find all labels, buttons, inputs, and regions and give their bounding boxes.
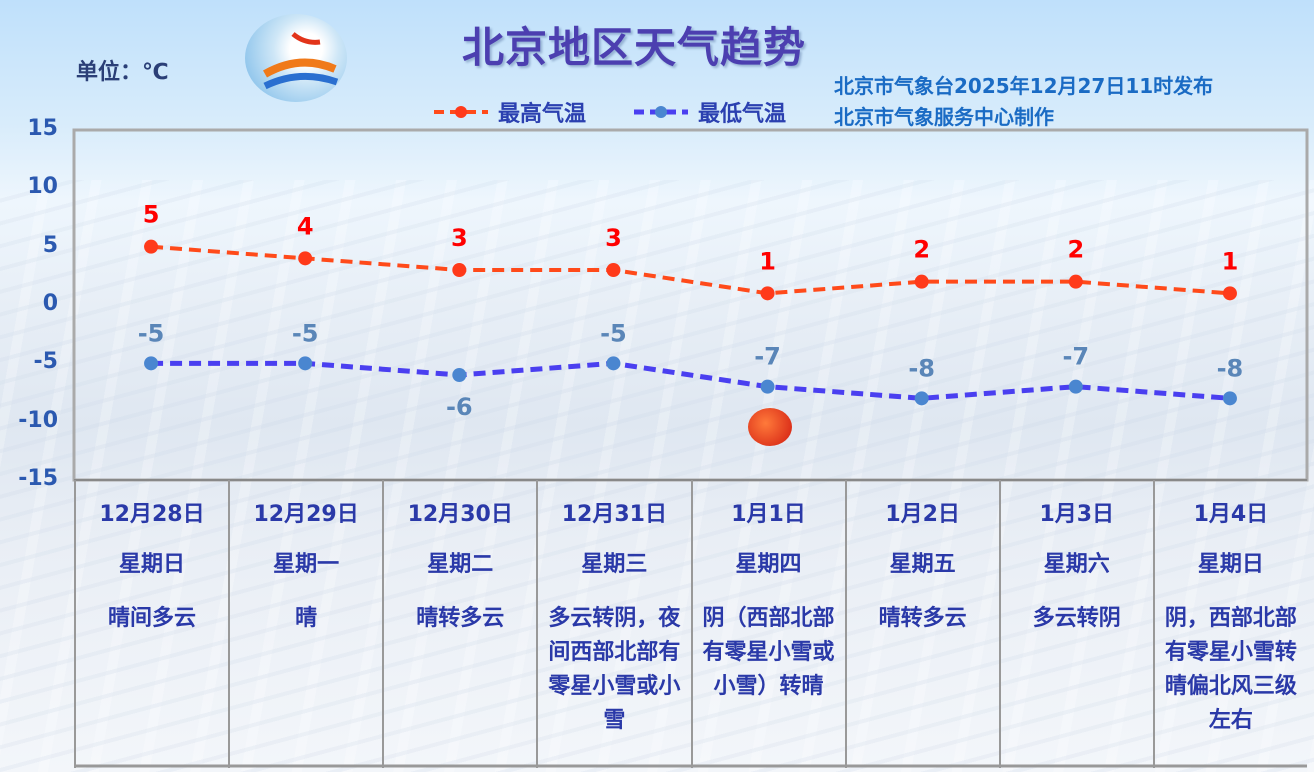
day-date: 12月31日 bbox=[561, 502, 667, 527]
y-tick-label: -5 bbox=[33, 349, 58, 375]
legend-low: 最低气温 bbox=[632, 96, 786, 128]
data-label: 2 bbox=[1067, 236, 1084, 264]
legend-low-marker bbox=[634, 106, 688, 118]
day-weather: 晴间多云 bbox=[107, 606, 196, 631]
day-weather: 多云转阴 bbox=[1032, 606, 1121, 631]
data-label: 1 bbox=[1222, 247, 1239, 275]
data-label: -5 bbox=[292, 319, 319, 347]
day-date: 12月30日 bbox=[407, 502, 513, 527]
day-weather: 阴，西部北部有零星小雪转晴偏北风三级左右 bbox=[1164, 606, 1297, 733]
data-point bbox=[144, 239, 159, 254]
data-point bbox=[914, 391, 929, 406]
legend-low-label: 最低气温 bbox=[698, 102, 787, 127]
data-label: -5 bbox=[138, 319, 165, 347]
snow-background bbox=[0, 180, 1314, 772]
data-label: -7 bbox=[754, 343, 781, 371]
y-tick-label: -10 bbox=[18, 407, 58, 433]
day-week: 星期日 bbox=[1197, 552, 1264, 577]
data-label: -7 bbox=[1062, 343, 1089, 371]
page-title: 北京地区天气趋势 bbox=[462, 23, 807, 72]
unit-label: 单位：℃ bbox=[76, 60, 169, 85]
data-label: 5 bbox=[143, 201, 160, 229]
legend-high-marker bbox=[434, 106, 488, 118]
data-point bbox=[1222, 391, 1237, 406]
y-tick-label: 5 bbox=[42, 232, 58, 258]
data-point bbox=[1068, 379, 1083, 394]
publisher-line-1: 北京市气象台2025年12月27日11时发布 bbox=[834, 74, 1214, 98]
data-point bbox=[760, 286, 775, 301]
day-week: 星期二 bbox=[427, 552, 494, 577]
day-date: 1月2日 bbox=[885, 502, 960, 527]
day-column: 1月4日星期日阴，西部北部有零星小雪转晴偏北风三级左右 bbox=[1152, 480, 1307, 768]
data-point bbox=[452, 263, 467, 277]
day-column: 12月30日 星期二晴转多云 bbox=[382, 480, 536, 768]
day-date: 12月29日 bbox=[253, 502, 359, 527]
day-date: 1月1日 bbox=[731, 502, 806, 527]
day-date: 12月28日 bbox=[99, 502, 205, 527]
y-tick-label: 15 bbox=[27, 116, 58, 141]
plot-frame bbox=[72, 128, 1309, 482]
day-weather: 晴 bbox=[295, 606, 318, 631]
data-label: -8 bbox=[1217, 354, 1244, 382]
data-point bbox=[760, 379, 775, 394]
data-label: -8 bbox=[908, 354, 935, 382]
day-column: 1月1日星期四阴（西部北部有零星小雪或小雪）转晴 bbox=[690, 480, 845, 768]
day-column: 12月29日 星期一晴 bbox=[228, 480, 382, 768]
day-column: 12月31日 星期三多云转阴，夜间西部北部有零星小雪或小雪 bbox=[536, 480, 690, 768]
lantern-decoration bbox=[748, 408, 792, 446]
day-week: 星期五 bbox=[889, 552, 956, 577]
day-column: 1月2日星期五晴转多云 bbox=[844, 480, 999, 768]
day-week: 星期日 bbox=[118, 552, 185, 577]
data-point bbox=[144, 356, 159, 371]
logo-graphic bbox=[263, 32, 339, 90]
data-point bbox=[452, 368, 467, 382]
data-point bbox=[914, 274, 929, 289]
meteorological-service-logo bbox=[245, 14, 347, 102]
day-weather: 晴转多云 bbox=[416, 606, 505, 631]
data-label: 3 bbox=[605, 224, 622, 252]
series-line-high bbox=[150, 244, 1231, 296]
data-label: 1 bbox=[759, 247, 776, 275]
data-point bbox=[606, 356, 621, 371]
day-weather: 多云转阴，夜间西部北部有零星小雪或小雪 bbox=[548, 606, 681, 733]
data-label: -5 bbox=[600, 319, 627, 347]
y-tick-label: 10 bbox=[27, 174, 58, 200]
legend-high-label: 最高气温 bbox=[498, 102, 587, 127]
day-date: 1月3日 bbox=[1039, 502, 1115, 527]
day-weather: 晴转多云 bbox=[878, 606, 967, 631]
data-label: 2 bbox=[913, 236, 930, 264]
day-date: 1月4日 bbox=[1193, 502, 1269, 527]
data-point bbox=[1068, 274, 1083, 289]
day-week: 星期四 bbox=[735, 552, 802, 577]
day-week: 星期三 bbox=[581, 552, 648, 577]
data-point bbox=[298, 356, 313, 371]
y-tick-label: 0 bbox=[42, 291, 58, 316]
data-label: 3 bbox=[451, 224, 468, 252]
data-point bbox=[606, 263, 621, 277]
day-column: 1月3日星期六多云转阴 bbox=[998, 480, 1153, 768]
data-label: -6 bbox=[446, 393, 473, 421]
publisher-line-2: 北京市气象服务中心制作 bbox=[834, 105, 1054, 129]
data-point bbox=[298, 251, 313, 266]
legend-high: 最高气温 bbox=[432, 96, 586, 128]
day-week: 星期六 bbox=[1043, 552, 1110, 577]
y-tick-label: -15 bbox=[18, 466, 58, 491]
series-line-low bbox=[151, 360, 1231, 401]
data-point bbox=[1222, 286, 1237, 301]
day-column: 12月28日 星期日晴间多云 bbox=[74, 480, 228, 768]
day-weather: 阴（西部北部有零星小雪或小雪）转晴 bbox=[702, 606, 835, 699]
data-label: 4 bbox=[297, 212, 314, 240]
day-week: 星期一 bbox=[273, 552, 340, 577]
